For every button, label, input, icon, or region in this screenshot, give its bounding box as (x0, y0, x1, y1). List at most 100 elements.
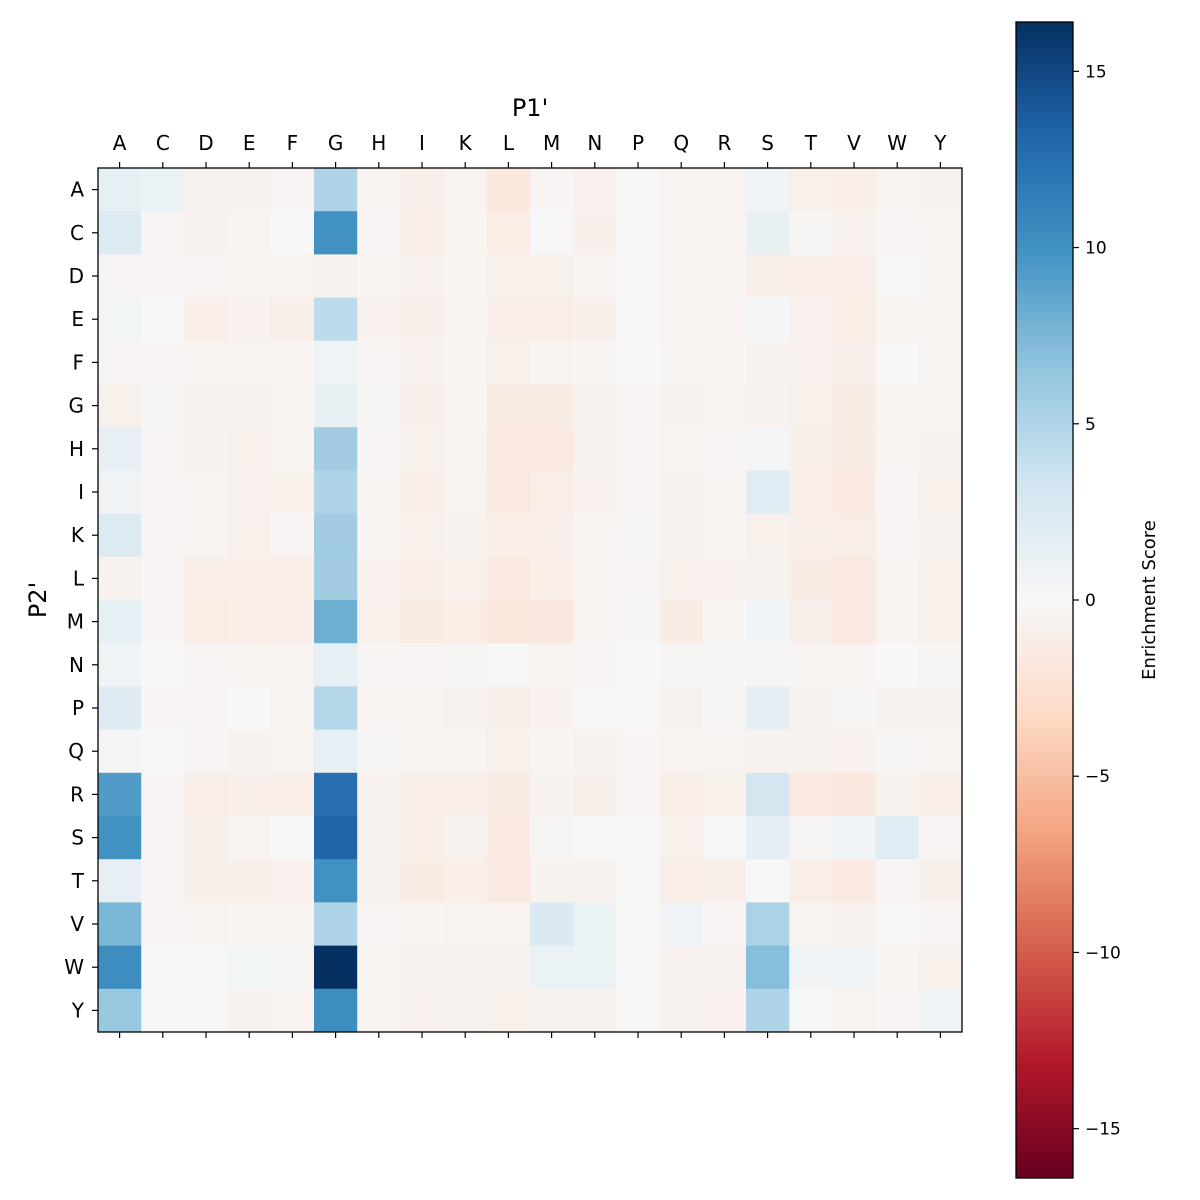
heatmap-cell-N-M (530, 643, 574, 687)
heatmap-cell-H-R (702, 427, 747, 471)
x-tick-label: L (503, 131, 515, 155)
heatmap-cell-G-P (616, 384, 661, 428)
heatmap-cell-D-N (573, 254, 617, 299)
heatmap-cell-A-F (270, 168, 315, 212)
heatmap-cell-T-M (530, 859, 574, 903)
heatmap-cell-Y-D (184, 988, 229, 1033)
heatmap-cell-T-F (270, 859, 315, 903)
heatmap-cell-G-L (486, 384, 531, 428)
heatmap-cell-K-Y (918, 513, 963, 558)
heatmap-cell-I-L (486, 470, 531, 515)
heatmap-cell-N-Y (918, 643, 963, 687)
heatmap-cell-S-N (573, 816, 617, 860)
x-tick-label: H (371, 131, 386, 155)
y-tick-label: D (69, 264, 84, 288)
heatmap-cell-H-W (875, 427, 920, 471)
heatmap-cell-S-Y (918, 816, 963, 860)
heatmap-cell-K-L (486, 513, 531, 558)
heatmap-cell-K-C (141, 513, 185, 558)
heatmap-cell-M-K (443, 600, 488, 644)
heatmap-cell-C-W (875, 211, 920, 255)
heatmap-cell-L-V (832, 556, 877, 601)
heatmap-cell-A-P (616, 168, 661, 212)
heatmap-cell-L-D (184, 556, 229, 601)
heatmap-cell-N-D (184, 643, 229, 687)
heatmap-cell-Q-R (702, 729, 747, 774)
heatmap-cell-E-G (314, 297, 358, 342)
heatmap-cell-N-L (486, 643, 531, 687)
heatmap-cell-P-R (702, 686, 747, 731)
heatmap-cell-M-Y (918, 600, 963, 644)
heatmap-cell-L-W (875, 556, 920, 601)
heatmap-cell-P-Q (659, 686, 704, 731)
heatmap-cell-V-T (789, 902, 833, 947)
heatmap-cell-Q-S (746, 729, 790, 774)
heatmap-cell-Y-V (832, 988, 877, 1033)
heatmap-cell-W-H (357, 945, 401, 990)
heatmap-cell-I-E (227, 470, 272, 515)
heatmap-cell-N-E (227, 643, 272, 687)
heatmap-cell-C-E (227, 211, 272, 255)
heatmap-cell-A-D (184, 168, 229, 212)
heatmap-cell-D-H (357, 254, 401, 299)
heatmap-cell-V-K (443, 902, 488, 947)
heatmap-cell-D-V (832, 254, 877, 299)
heatmap-cell-V-D (184, 902, 229, 947)
heatmap-cell-R-T (789, 772, 833, 817)
heatmap-cell-G-V (832, 384, 877, 428)
heatmap-cell-G-T (789, 384, 833, 428)
heatmap-cell-W-M (530, 945, 574, 990)
colorbar-tick-label: 15 (1085, 62, 1107, 82)
heatmap-cell-R-K (443, 772, 488, 817)
heatmap-cell-I-A (98, 470, 142, 515)
heatmap-cell-F-G (314, 340, 358, 385)
heatmap-cell-P-Y (918, 686, 963, 731)
heatmap-cell-D-Y (918, 254, 963, 299)
heatmap-cell-G-S (746, 384, 790, 428)
heatmap-cell-V-L (486, 902, 531, 947)
heatmap-cell-L-E (227, 556, 272, 601)
heatmap-cell-K-G (314, 513, 358, 558)
heatmap-cell-G-N (573, 384, 617, 428)
heatmap-cell-I-W (875, 470, 920, 515)
heatmap-cell-F-C (141, 340, 185, 385)
heatmap-cell-N-I (400, 643, 445, 687)
heatmap-cell-K-N (573, 513, 617, 558)
heatmap-cell-E-Q (659, 297, 704, 342)
heatmap-cell-C-C (141, 211, 185, 255)
heatmap-cell-M-T (789, 600, 833, 644)
heatmap-cell-W-Q (659, 945, 704, 990)
heatmap-cell-A-G (314, 168, 358, 212)
heatmap-cell-L-L (486, 556, 531, 601)
heatmap-cell-F-A (98, 340, 142, 385)
colorbar-tick-label: 0 (1085, 591, 1096, 611)
heatmap-cell-T-Y (918, 859, 963, 903)
colorbar-tick-label: −15 (1085, 1120, 1121, 1140)
heatmap-cell-R-N (573, 772, 617, 817)
heatmap-cell-E-K (443, 297, 488, 342)
heatmap-cell-M-C (141, 600, 185, 644)
heatmap-cell-T-A (98, 859, 142, 903)
heatmap-cell-C-M (530, 211, 574, 255)
heatmap-cell-L-K (443, 556, 488, 601)
heatmap-cell-R-S (746, 772, 790, 817)
heatmap-cell-H-C (141, 427, 185, 471)
heatmap-cell-N-N (573, 643, 617, 687)
heatmap-cell-C-V (832, 211, 877, 255)
heatmap-cell-P-D (184, 686, 229, 731)
heatmap-cell-V-P (616, 902, 661, 947)
heatmap-cell-P-P (616, 686, 661, 731)
y-tick-label: C (70, 221, 84, 245)
heatmap-cell-T-W (875, 859, 920, 903)
y-tick-label: Q (68, 739, 84, 763)
heatmap-cell-Y-K (443, 988, 488, 1033)
heatmap-cell-Y-W (875, 988, 920, 1033)
heatmap-cell-M-R (702, 600, 747, 644)
heatmap-cell-V-Q (659, 902, 704, 947)
heatmap-cell-N-W (875, 643, 920, 687)
heatmap-cell-R-W (875, 772, 920, 817)
y-tick-label: V (70, 912, 84, 936)
heatmap-cell-R-H (357, 772, 401, 817)
y-tick-label: Y (71, 998, 85, 1022)
x-tick-label: E (243, 131, 256, 155)
